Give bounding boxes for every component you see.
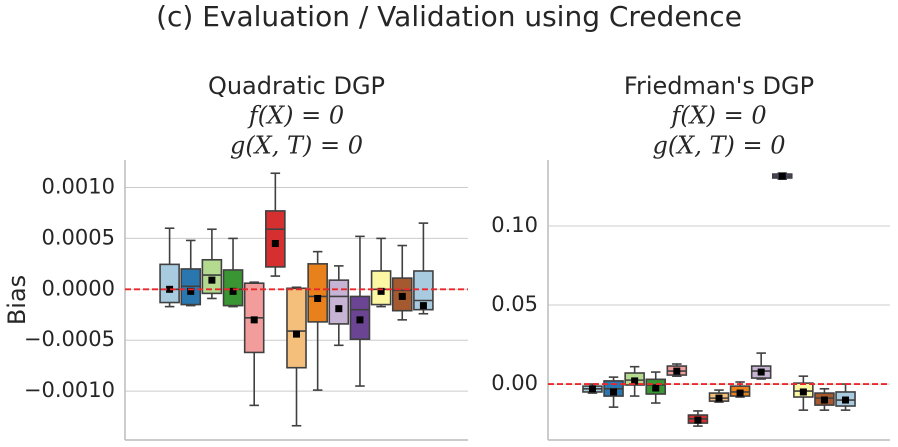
y-tick-label: 0.0000 bbox=[42, 276, 115, 300]
mean-marker bbox=[271, 239, 279, 247]
y-tick-label: 0.10 bbox=[491, 213, 538, 237]
y-axis-label: Bias bbox=[3, 275, 31, 325]
y-tick-label: 0.0010 bbox=[42, 174, 115, 198]
mean-marker bbox=[652, 384, 660, 392]
mean-marker bbox=[187, 287, 195, 295]
y-tick-label: 0.05 bbox=[491, 292, 538, 316]
mean-marker bbox=[631, 377, 639, 385]
mean-marker bbox=[715, 394, 723, 402]
box bbox=[159, 263, 180, 304]
mean-marker bbox=[398, 292, 406, 300]
mean-marker bbox=[419, 302, 427, 310]
mean-marker bbox=[694, 416, 702, 424]
mean-marker bbox=[757, 368, 765, 376]
box bbox=[328, 279, 350, 325]
mean-marker bbox=[842, 396, 850, 404]
mean-marker bbox=[356, 316, 364, 324]
box bbox=[370, 270, 392, 306]
mean-marker bbox=[250, 316, 258, 324]
mean-marker bbox=[208, 276, 216, 284]
mean-marker bbox=[673, 367, 681, 375]
mean-marker bbox=[314, 294, 322, 302]
box bbox=[286, 287, 307, 369]
panel-title-line: f(X) = 0 bbox=[669, 102, 766, 130]
panel-title-line: f(X) = 0 bbox=[247, 102, 344, 130]
mean-marker bbox=[820, 396, 828, 404]
mean-marker bbox=[293, 330, 300, 338]
mean-marker bbox=[778, 172, 786, 180]
box bbox=[265, 210, 286, 268]
figure-title: (c) Evaluation / Validation using Creden… bbox=[156, 0, 742, 33]
mean-marker bbox=[335, 305, 343, 313]
mean-marker bbox=[736, 389, 744, 397]
panel-title: Friedman's DGP bbox=[624, 72, 814, 100]
panel-title: Quadratic DGP bbox=[208, 72, 385, 100]
box bbox=[201, 258, 223, 295]
panel-title-line: g(X, T) = 0 bbox=[652, 132, 785, 160]
panel-title-line: g(X, T) = 0 bbox=[230, 132, 363, 160]
box bbox=[222, 269, 244, 307]
mean-marker bbox=[229, 287, 237, 295]
mean-marker bbox=[588, 385, 596, 393]
box bbox=[307, 263, 328, 323]
y-tick-label: −0.0005 bbox=[24, 327, 115, 351]
y-tick-label: −0.0010 bbox=[24, 378, 115, 402]
y-tick-label: 0.00 bbox=[491, 371, 538, 395]
mean-marker bbox=[610, 388, 618, 396]
mean-marker bbox=[377, 287, 385, 295]
mean-marker bbox=[799, 388, 807, 396]
mean-marker bbox=[166, 285, 174, 293]
y-tick-label: 0.0005 bbox=[42, 225, 115, 249]
